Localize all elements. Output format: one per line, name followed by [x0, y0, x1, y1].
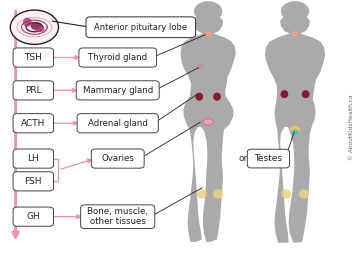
FancyBboxPatch shape [79, 48, 157, 67]
Ellipse shape [281, 189, 291, 199]
FancyBboxPatch shape [13, 172, 53, 191]
Ellipse shape [290, 126, 300, 133]
Text: FSH: FSH [25, 177, 42, 186]
Ellipse shape [292, 31, 298, 36]
Circle shape [194, 1, 222, 21]
Text: Ovaries: Ovaries [101, 154, 134, 163]
Text: GH: GH [26, 212, 40, 221]
Circle shape [10, 10, 58, 44]
Ellipse shape [205, 31, 211, 36]
Text: © AboutKidsHealth.ca: © AboutKidsHealth.ca [349, 94, 354, 160]
FancyBboxPatch shape [86, 17, 195, 38]
Ellipse shape [195, 93, 203, 101]
Ellipse shape [197, 64, 204, 69]
Ellipse shape [203, 119, 214, 125]
FancyBboxPatch shape [76, 81, 159, 100]
Circle shape [281, 1, 309, 21]
Polygon shape [180, 14, 236, 242]
FancyBboxPatch shape [77, 114, 158, 133]
Ellipse shape [23, 18, 32, 27]
Ellipse shape [302, 90, 310, 98]
Ellipse shape [35, 27, 44, 32]
Ellipse shape [281, 90, 288, 98]
Text: Thyroid gland: Thyroid gland [88, 53, 147, 62]
Circle shape [31, 22, 42, 30]
Ellipse shape [299, 189, 309, 199]
FancyBboxPatch shape [91, 149, 144, 168]
FancyBboxPatch shape [13, 81, 53, 100]
Circle shape [292, 130, 299, 135]
Text: PRL: PRL [25, 86, 42, 95]
Text: LH: LH [27, 154, 39, 163]
Text: Adrenal gland: Adrenal gland [88, 119, 148, 128]
Text: Mammary gland: Mammary gland [83, 86, 153, 95]
FancyBboxPatch shape [13, 207, 53, 226]
Text: Testes: Testes [255, 154, 282, 163]
FancyBboxPatch shape [13, 149, 53, 168]
Text: Anterior pituitary lobe: Anterior pituitary lobe [94, 23, 187, 32]
FancyBboxPatch shape [13, 114, 53, 133]
Ellipse shape [197, 189, 207, 199]
Ellipse shape [213, 93, 221, 101]
Text: or: or [239, 154, 248, 163]
FancyBboxPatch shape [81, 205, 155, 229]
Text: TSH: TSH [24, 53, 42, 62]
Polygon shape [265, 14, 325, 243]
Text: ACTH: ACTH [21, 119, 46, 128]
FancyBboxPatch shape [247, 149, 289, 168]
Text: Bone, muscle,
other tissues: Bone, muscle, other tissues [87, 207, 148, 226]
Ellipse shape [213, 189, 223, 199]
FancyBboxPatch shape [13, 48, 53, 67]
